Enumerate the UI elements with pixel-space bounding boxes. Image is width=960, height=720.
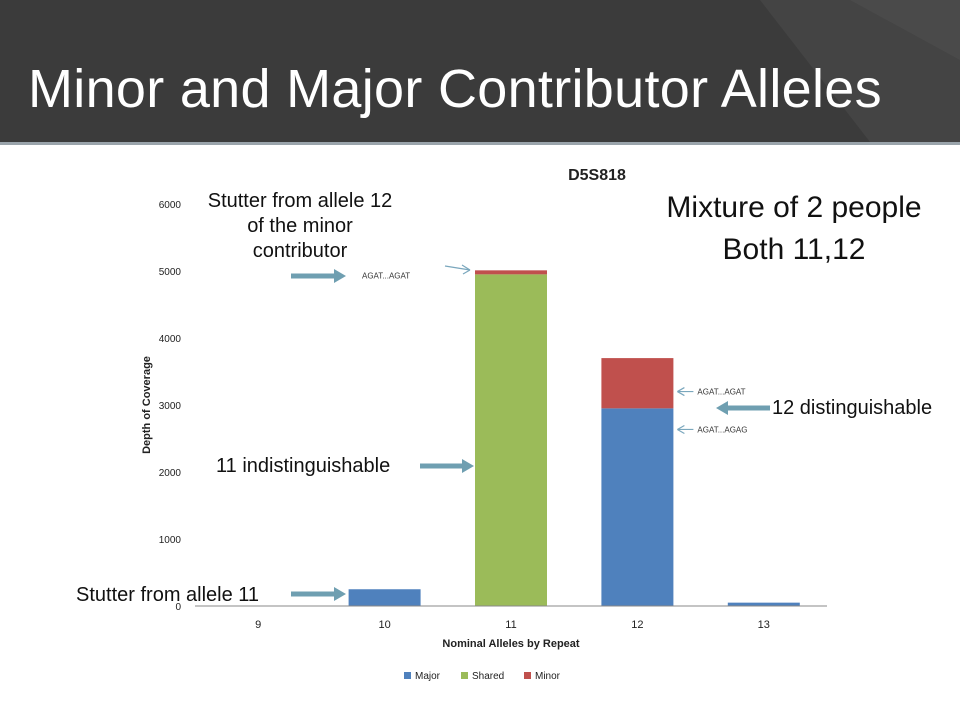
sequence-arrow-head — [461, 264, 471, 275]
bar-segment-major — [348, 589, 421, 606]
legend-label-minor: Minor — [535, 671, 561, 682]
x-axis-title: Nominal Alleles by Repeat — [442, 638, 579, 650]
callout-stutter-11: Stutter from allele 11 — [76, 584, 260, 606]
x-tick-label: 9 — [255, 619, 261, 631]
sequence-label: AGAT...AGAG — [697, 425, 747, 434]
sequence-label: AGAT...AGAT — [362, 272, 410, 281]
title-rule — [0, 142, 960, 145]
chart-title: D5S818 — [568, 167, 626, 184]
x-tick-label: 11 — [505, 619, 516, 631]
x-tick-label: 10 — [378, 619, 390, 631]
sequence-arrow-head — [677, 387, 685, 397]
y-tick-label: 5000 — [159, 267, 182, 278]
y-tick-label: 3000 — [159, 401, 182, 412]
callout-arrow-distinguishable — [716, 401, 770, 415]
callout-arrow-stutter-minor — [291, 269, 346, 283]
bar-segment-major — [727, 602, 800, 606]
y-tick-label: 4000 — [159, 334, 182, 345]
x-tick-label: 12 — [631, 619, 643, 631]
mixture-note-line1: Mixture of 2 people — [666, 191, 922, 224]
x-tick-label: 13 — [758, 619, 770, 631]
callout-arrow-indistinguishable — [420, 459, 474, 473]
title-bar: Minor and Major Contributor Alleles — [0, 0, 960, 142]
bar-segment-shared — [475, 274, 547, 606]
bar-segment-minor — [475, 270, 547, 275]
bar-segment-minor — [601, 358, 674, 409]
legend-swatch-minor — [524, 672, 531, 679]
legend-swatch-shared — [461, 672, 468, 679]
y-tick-label: 2000 — [159, 468, 182, 479]
callout-distinguishable: 12 distinguishable — [772, 397, 933, 419]
slide-title: Minor and Major Contributor Alleles — [28, 59, 882, 119]
legend-label-major: Major — [415, 671, 441, 682]
sequence-arrow — [444, 265, 471, 271]
legend-swatch-major — [404, 672, 411, 679]
y-tick-label: 0 — [175, 602, 181, 613]
y-tick-label: 6000 — [159, 200, 182, 211]
title-decoration — [760, 0, 960, 142]
callout-stutter-minor: Stutter from allele 12 of the minor cont… — [207, 190, 393, 262]
sequence-label: AGAT...AGAT — [697, 388, 745, 397]
mixture-note-line2: Both 11,12 — [722, 233, 866, 266]
y-axis-title: Depth of Coverage — [141, 356, 153, 454]
legend-label-shared: Shared — [472, 671, 504, 682]
sequence-arrow-head — [677, 424, 685, 434]
y-tick-label: 1000 — [159, 535, 182, 546]
bar-segment-major — [601, 408, 674, 606]
callout-arrow-stutter-11 — [291, 587, 346, 601]
callout-indistinguishable: 11 indistinguishable — [216, 455, 391, 477]
